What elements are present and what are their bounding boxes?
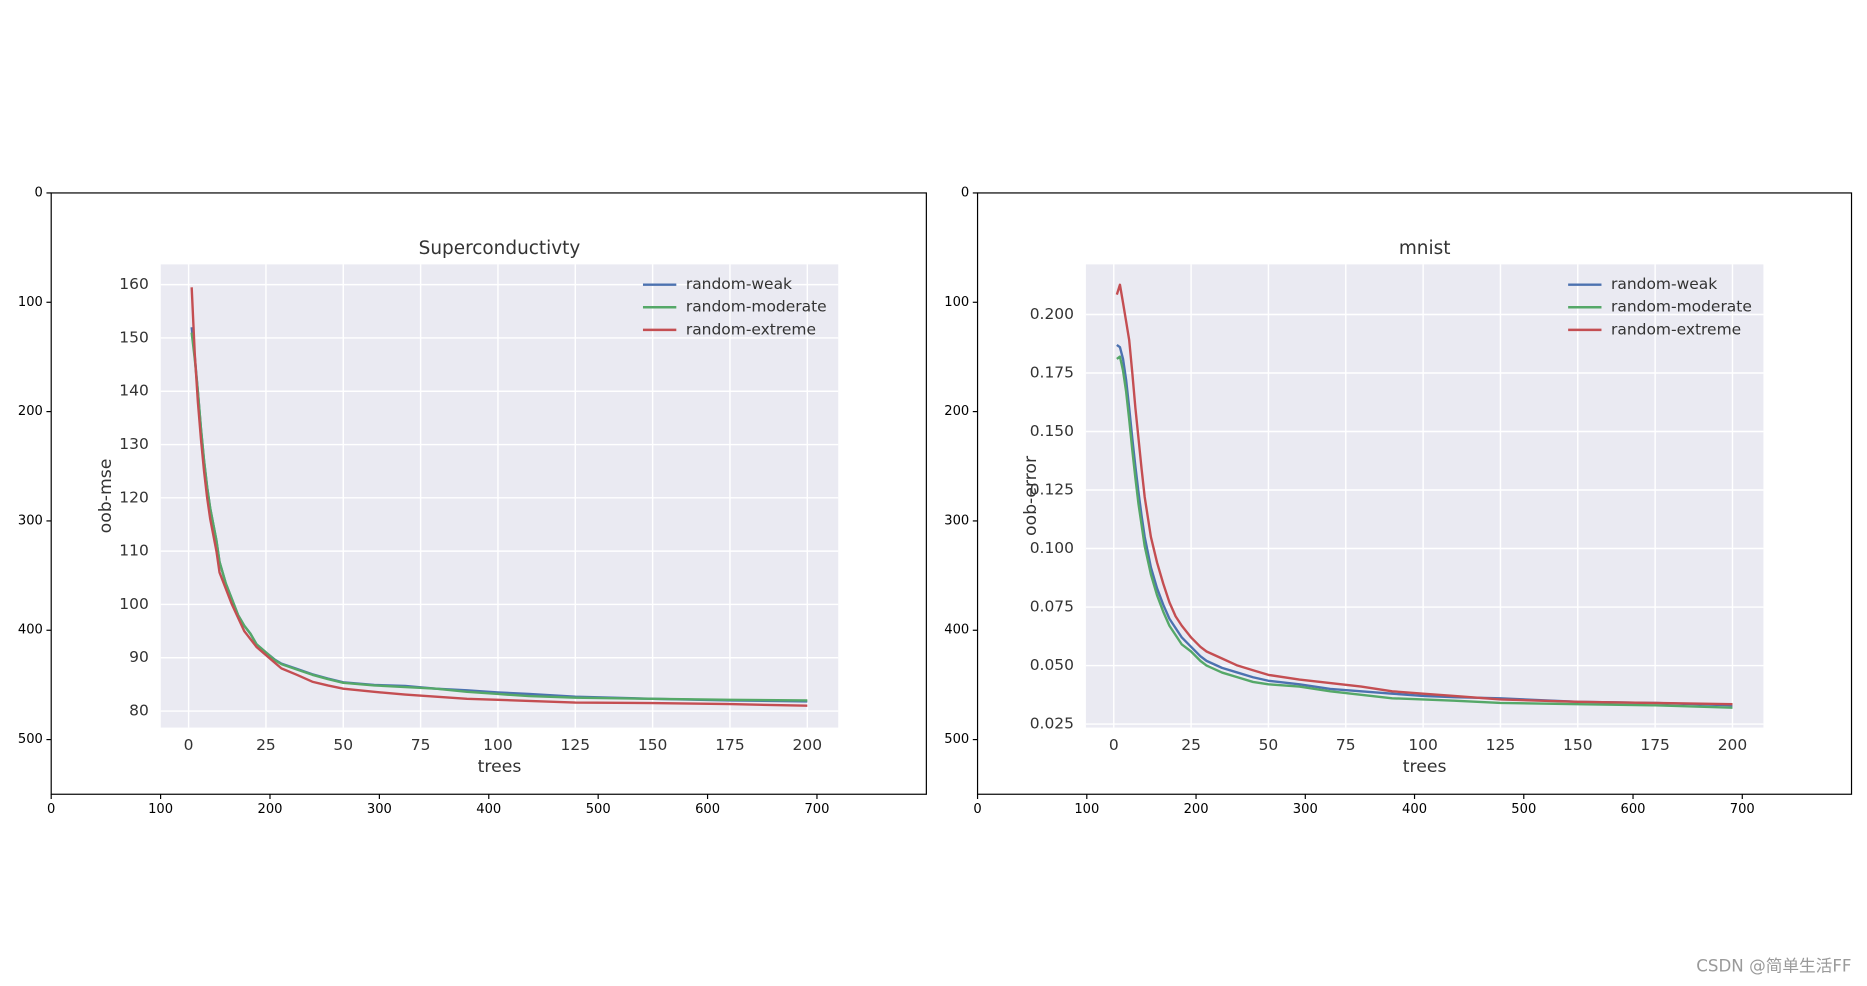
y-tick-label: 200 [18, 404, 43, 419]
y-tick-label: 0.150 [1030, 422, 1074, 440]
x-tick-label: 0 [184, 736, 194, 754]
y-tick-label: 400 [18, 623, 43, 638]
x-tick-label: 600 [695, 802, 720, 817]
x-tick-label: 125 [1486, 736, 1516, 754]
x-tick-label: 0 [47, 802, 55, 817]
y-tick-label: 0.075 [1030, 598, 1074, 616]
x-tick-label: 200 [1184, 802, 1209, 817]
x-axis-label: trees [478, 757, 522, 777]
x-tick-label: 100 [1408, 736, 1438, 754]
x-tick-label: 150 [1563, 736, 1593, 754]
y-tick-label: 100 [18, 295, 43, 310]
y-tick-label: 100 [119, 595, 149, 613]
y-tick-label: 110 [119, 542, 149, 560]
x-tick-label: 300 [367, 802, 392, 817]
watermark: CSDN @简单生活FF [1696, 956, 1851, 975]
y-tick-label: 0.175 [1030, 363, 1074, 381]
plot-area [1085, 264, 1764, 728]
legend-label: random-weak [1611, 275, 1717, 293]
x-tick-label: 400 [476, 802, 501, 817]
y-tick-label: 0 [961, 185, 969, 200]
y-tick-label: 0.100 [1030, 539, 1074, 557]
plot-area [160, 264, 839, 728]
x-tick-label: 125 [561, 736, 591, 754]
y-tick-label: 0.200 [1030, 305, 1074, 323]
y-axis-label: oob-error [1021, 455, 1041, 536]
y-tick-label: 0.050 [1030, 656, 1074, 674]
x-tick-label: 25 [256, 736, 276, 754]
legend-label: random-moderate [1611, 298, 1752, 316]
x-tick-label: 100 [1074, 802, 1099, 817]
x-tick-label: 700 [804, 802, 829, 817]
x-tick-label: 100 [148, 802, 173, 817]
y-tick-label: 130 [119, 435, 149, 453]
x-tick-label: 50 [333, 736, 353, 754]
chart-title: mnist [1399, 238, 1451, 259]
x-tick-label: 400 [1402, 802, 1427, 817]
x-tick-label: 150 [638, 736, 668, 754]
x-tick-label: 25 [1181, 736, 1201, 754]
y-tick-label: 80 [129, 702, 149, 720]
legend-label: random-extreme [1611, 320, 1741, 338]
data-line [190, 287, 808, 707]
x-tick-label: 0 [1109, 736, 1119, 754]
data-line [1115, 283, 1733, 706]
y-tick-label: 300 [944, 513, 969, 528]
x-tick-label: 75 [1336, 736, 1356, 754]
x-tick-label: 175 [1640, 736, 1670, 754]
y-tick-label: 0 [35, 185, 43, 200]
y-axis-label: oob-mse [96, 459, 116, 534]
chart-title: Superconductivty [419, 238, 581, 259]
y-tick-label: 120 [119, 488, 149, 506]
y-tick-label: 90 [129, 648, 149, 666]
y-tick-label: 200 [944, 404, 969, 419]
x-tick-label: 200 [258, 802, 283, 817]
y-tick-label: 0.025 [1030, 715, 1074, 733]
x-tick-label: 300 [1293, 802, 1318, 817]
y-tick-label: 0.125 [1030, 481, 1074, 499]
y-tick-label: 500 [18, 732, 43, 747]
data-line [1116, 343, 1733, 707]
y-tick-label: 300 [18, 513, 43, 528]
x-tick-label: 500 [586, 802, 611, 817]
x-tick-label: 0 [973, 802, 981, 817]
y-tick-label: 500 [944, 732, 969, 747]
x-tick-label: 500 [1511, 802, 1536, 817]
y-tick-label: 400 [944, 623, 969, 638]
x-tick-label: 200 [793, 736, 823, 754]
y-tick-label: 150 [119, 328, 149, 346]
y-tick-label: 100 [944, 295, 969, 310]
x-tick-label: 75 [411, 736, 431, 754]
x-tick-label: 200 [1718, 736, 1748, 754]
x-tick-label: 100 [483, 736, 513, 754]
x-tick-label: 50 [1259, 736, 1279, 754]
y-tick-label: 160 [119, 275, 149, 293]
x-tick-label: 700 [1730, 802, 1755, 817]
x-tick-label: 600 [1621, 802, 1646, 817]
x-axis-label: trees [1403, 757, 1447, 777]
legend-label: random-weak [686, 275, 792, 293]
data-line [190, 332, 808, 702]
data-line [1116, 355, 1733, 709]
y-tick-label: 140 [119, 382, 149, 400]
x-tick-label: 175 [715, 736, 745, 754]
legend-label: random-moderate [686, 298, 827, 316]
legend-label: random-extreme [686, 320, 816, 338]
